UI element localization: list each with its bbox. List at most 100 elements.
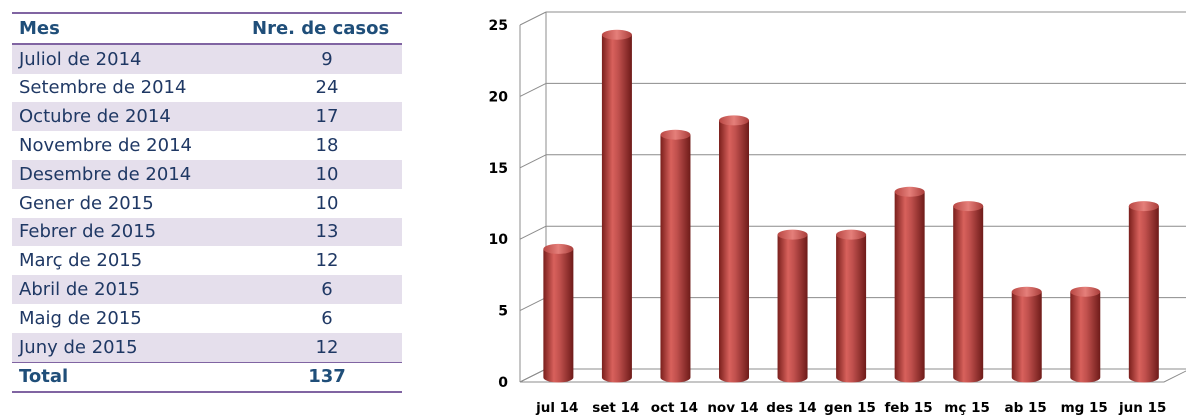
table-row: Juny de 2015 12 <box>12 332 402 362</box>
table-total-row: Total 137 <box>12 361 402 392</box>
cases-cell: 10 <box>315 163 339 185</box>
month-cell: Febrer de 2015 <box>19 221 157 243</box>
y-tick-label: 15 <box>489 161 508 177</box>
bar <box>1128 201 1159 383</box>
gridline-side <box>519 368 547 383</box>
table-row: Octubre de 2014 17 <box>12 102 402 132</box>
x-tick-label: gen 15 <box>824 400 876 416</box>
bar-top <box>1128 201 1159 212</box>
cases-cell: 24 <box>315 77 339 99</box>
cases-cell: 18 <box>315 135 339 157</box>
cases-table: Mes Nre. de casos Juliol de 2014 9 Setembr… <box>12 12 402 394</box>
month-cell: Gener de 2015 <box>19 192 154 214</box>
bar-top <box>543 243 574 254</box>
cases-cell: 10 <box>315 192 339 214</box>
bar-top <box>953 201 984 212</box>
table-header-rule <box>12 42 402 45</box>
cases-cell: 6 <box>321 279 333 301</box>
gridline-side <box>519 11 547 26</box>
cases-cell: 12 <box>315 250 339 272</box>
bar <box>1070 286 1101 383</box>
bar-top <box>1011 286 1042 297</box>
bar <box>1011 286 1042 383</box>
bar-top <box>1070 286 1101 297</box>
table-row: Gener de 2015 10 <box>12 189 402 218</box>
y-axis-ticks: 0 5 10 15 20 25 <box>489 18 509 391</box>
x-tick-label: ab 15 <box>1005 400 1047 416</box>
cases-cell: 9 <box>321 48 333 70</box>
month-cell: Maig de 2015 <box>19 307 142 329</box>
table-header-row: Mes Nre. de casos <box>12 14 402 43</box>
bar-body <box>953 206 984 383</box>
table-body: Juliol de 2014 9 Setembre de 2014 24 Octubre… <box>12 44 402 362</box>
y-tick-label: 10 <box>489 232 509 248</box>
month-cell: Novembre de 2014 <box>19 135 192 157</box>
table-row: Setembre de 2014 24 <box>12 74 402 103</box>
month-cell: Abril de 2015 <box>19 279 140 301</box>
bar-body <box>836 234 867 383</box>
bar-body <box>1070 291 1101 383</box>
bar-body <box>1011 291 1042 383</box>
bar-top <box>777 229 808 240</box>
bar-top <box>719 115 750 126</box>
x-tick-label: mg 15 <box>1061 400 1108 416</box>
y-tick-label: 25 <box>489 18 508 34</box>
month-cell: Març de 2015 <box>19 250 143 272</box>
bar-body <box>719 120 750 383</box>
bar <box>836 229 867 383</box>
x-tick-label: mç 15 <box>944 400 990 416</box>
chart-bars <box>543 29 1159 383</box>
bar-body <box>601 34 632 383</box>
bar <box>719 115 750 383</box>
gridline-side <box>519 297 547 312</box>
x-tick-label: jun 15 <box>1118 400 1166 416</box>
month-cell: Octubre de 2014 <box>19 106 171 128</box>
bar-body <box>1128 206 1159 383</box>
x-tick-label: oct 14 <box>651 400 698 416</box>
month-cell: Setembre de 2014 <box>19 77 187 99</box>
table-row: Novembre de 2014 18 <box>12 131 402 160</box>
bar <box>601 29 632 383</box>
month-cell: Juny de 2015 <box>19 336 138 358</box>
month-cell: Desembre de 2014 <box>19 163 192 185</box>
table-top-rule <box>12 12 402 14</box>
x-tick-label: des 14 <box>766 400 816 416</box>
cases-cell: 12 <box>315 336 339 358</box>
table-row: Març de 2015 12 <box>12 246 402 275</box>
x-tick-label: jul 14 <box>535 400 578 416</box>
table-row: Desembre de 2014 10 <box>12 159 402 189</box>
table-row: Juliol de 2014 9 <box>12 44 402 74</box>
cases-cell: 17 <box>315 106 339 128</box>
gridline-side <box>519 154 547 169</box>
table-row: Febrer de 2015 13 <box>12 217 402 247</box>
bar <box>660 129 691 383</box>
total-value: 137 <box>308 366 346 388</box>
header-month: Mes <box>19 17 60 39</box>
total-label: Total <box>19 366 69 388</box>
bar-top <box>894 186 925 197</box>
x-tick-label: nov 14 <box>707 400 758 416</box>
bar <box>543 243 574 383</box>
month-cell: Juliol de 2014 <box>19 48 142 70</box>
bar <box>777 229 808 383</box>
bar-top <box>601 29 632 40</box>
table-row: Abril de 2015 6 <box>12 275 402 304</box>
bar-top <box>660 129 691 140</box>
x-axis-ticks: jul 14 set 14 oct 14 nov 14 des 14 gen 15 feb … <box>535 400 1166 416</box>
bar-body <box>777 234 808 383</box>
bar-body <box>894 191 925 383</box>
gridline-side <box>519 82 547 97</box>
bar <box>894 186 925 383</box>
header-cases: Nre. de casos <box>252 17 390 39</box>
table-row: Maig de 2015 6 <box>12 304 402 333</box>
bar-top <box>836 229 867 240</box>
table-bottom-rule <box>12 391 402 394</box>
cases-cell: 6 <box>321 307 333 329</box>
y-tick-label: 0 <box>498 375 508 391</box>
bar-body <box>660 134 691 383</box>
bar <box>953 201 984 383</box>
cases-bar-chart: 0 5 10 15 20 25 jul 14 set 14 oct 14 nov 14 des 1… <box>489 11 1186 416</box>
y-tick-label: 20 <box>489 89 509 105</box>
bar-body <box>543 248 574 383</box>
cases-cell: 13 <box>315 221 339 243</box>
